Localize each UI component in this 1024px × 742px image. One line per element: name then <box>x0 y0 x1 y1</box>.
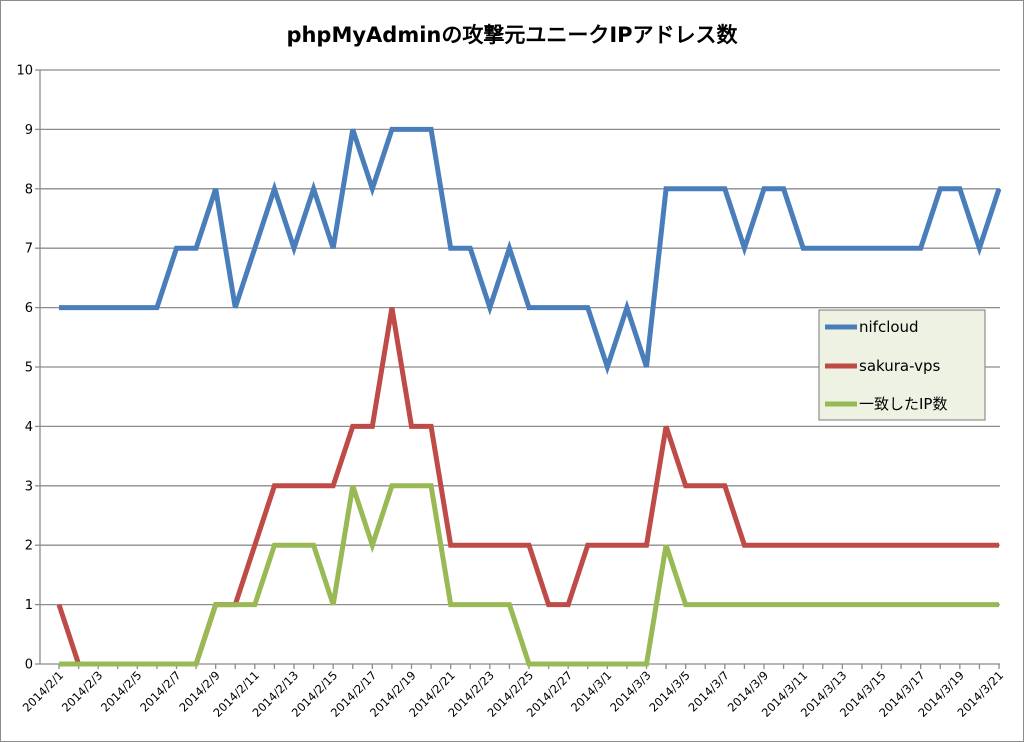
legend-label: nifcloud <box>859 318 919 336</box>
y-tick-label: 2 <box>25 539 33 554</box>
y-axis-tick-labels: 0 1 2 3 4 5 6 7 8 9 10 <box>16 64 33 673</box>
y-tick-label: 3 <box>25 479 33 494</box>
y-tick-label: 9 <box>25 123 33 138</box>
series-lines <box>56 126 1002 667</box>
y-tick-label: 10 <box>16 64 33 79</box>
y-tick-label: 0 <box>25 658 33 673</box>
legend-label: sakura-vps <box>859 357 941 375</box>
legend: nifcloud sakura-vps 一致したIP数 <box>818 309 986 421</box>
y-tick-label: 6 <box>25 301 33 316</box>
series-line-1 <box>59 126 1002 375</box>
series-line-3 <box>59 483 999 667</box>
legend-label: 一致したIP数 <box>859 395 947 413</box>
chart-title: phpMyAdminの攻撃元ユニークIPアドレス数 <box>286 23 738 47</box>
axes <box>35 69 1000 669</box>
y-tick-label: 4 <box>25 420 33 435</box>
y-tick-label: 5 <box>25 361 33 376</box>
y-tick-label: 8 <box>25 182 33 197</box>
y-tick-label: 1 <box>25 598 33 613</box>
y-tick-label: 7 <box>25 242 33 257</box>
